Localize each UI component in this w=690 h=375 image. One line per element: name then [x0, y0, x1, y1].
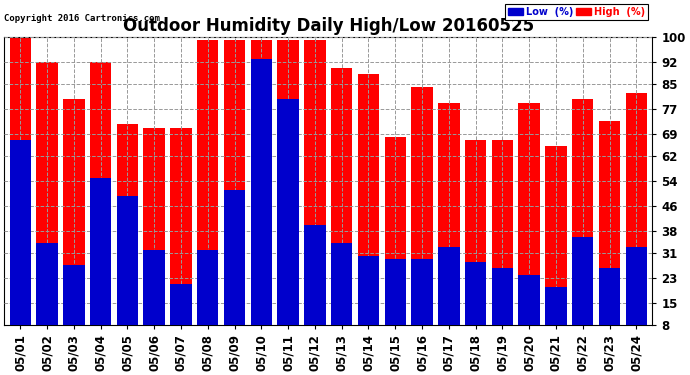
Bar: [626, 246, 647, 350]
Bar: [492, 268, 513, 350]
Bar: [277, 40, 299, 350]
Bar: [197, 250, 219, 350]
Bar: [384, 259, 406, 350]
Bar: [331, 243, 353, 350]
Bar: [384, 137, 406, 350]
Legend: Low  (%), High  (%): Low (%), High (%): [505, 4, 648, 20]
Bar: [465, 262, 486, 350]
Bar: [358, 256, 380, 350]
Bar: [10, 140, 31, 350]
Bar: [170, 284, 192, 350]
Bar: [197, 40, 219, 350]
Bar: [545, 287, 566, 350]
Bar: [518, 103, 540, 350]
Bar: [144, 250, 165, 350]
Bar: [224, 190, 245, 350]
Bar: [599, 268, 620, 350]
Bar: [438, 103, 460, 350]
Bar: [224, 40, 245, 350]
Bar: [170, 128, 192, 350]
Bar: [304, 225, 326, 350]
Text: Copyright 2016 Cartronics.com: Copyright 2016 Cartronics.com: [4, 14, 160, 23]
Bar: [90, 62, 111, 350]
Bar: [465, 140, 486, 350]
Bar: [572, 99, 593, 350]
Bar: [10, 37, 31, 350]
Bar: [599, 122, 620, 350]
Bar: [277, 99, 299, 350]
Bar: [250, 40, 272, 350]
Bar: [117, 196, 138, 350]
Bar: [304, 40, 326, 350]
Bar: [144, 128, 165, 350]
Bar: [411, 259, 433, 350]
Bar: [626, 93, 647, 350]
Bar: [90, 178, 111, 350]
Bar: [572, 237, 593, 350]
Bar: [545, 146, 566, 350]
Bar: [331, 68, 353, 350]
Title: Outdoor Humidity Daily High/Low 20160525: Outdoor Humidity Daily High/Low 20160525: [123, 17, 534, 35]
Bar: [37, 243, 58, 350]
Bar: [358, 74, 380, 350]
Bar: [37, 62, 58, 350]
Bar: [518, 275, 540, 350]
Bar: [438, 246, 460, 350]
Bar: [411, 87, 433, 350]
Bar: [250, 59, 272, 350]
Bar: [63, 266, 85, 350]
Bar: [492, 140, 513, 350]
Bar: [63, 99, 85, 350]
Bar: [117, 124, 138, 350]
